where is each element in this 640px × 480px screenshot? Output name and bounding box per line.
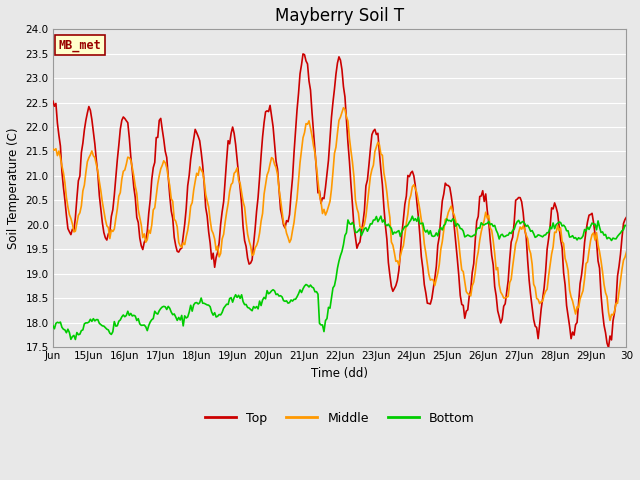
Bottom — [49, 323, 57, 328]
Bottom — [623, 223, 630, 229]
Text: MB_met: MB_met — [59, 39, 101, 52]
Bottom — [377, 213, 385, 219]
Middle — [460, 269, 467, 275]
Middle — [68, 221, 76, 227]
Middle — [545, 273, 552, 278]
Middle — [621, 254, 629, 260]
Bottom — [88, 319, 96, 324]
Top — [299, 51, 307, 57]
Middle — [49, 146, 57, 152]
Bottom — [461, 234, 468, 240]
Middle — [86, 152, 94, 158]
Title: Mayberry Soil T: Mayberry Soil T — [275, 7, 404, 25]
Line: Bottom: Bottom — [53, 216, 627, 339]
Top — [621, 216, 629, 222]
Legend: Top, Middle, Bottom: Top, Middle, Bottom — [200, 407, 479, 430]
Bottom — [547, 224, 554, 230]
Middle — [606, 317, 614, 323]
Top — [605, 345, 612, 350]
Bottom — [72, 336, 79, 342]
X-axis label: Time (dd): Time (dd) — [311, 367, 368, 380]
Top — [623, 214, 630, 220]
Top — [49, 98, 57, 104]
Top — [86, 108, 94, 113]
Bottom — [621, 222, 629, 228]
Top — [68, 227, 76, 232]
Top — [460, 302, 467, 308]
Bottom — [68, 334, 76, 339]
Top — [346, 158, 353, 164]
Middle — [623, 249, 630, 255]
Y-axis label: Soil Temperature (C): Soil Temperature (C) — [7, 127, 20, 249]
Line: Top: Top — [53, 54, 627, 348]
Middle — [340, 105, 348, 110]
Top — [545, 236, 552, 241]
Bottom — [346, 221, 353, 227]
Line: Middle: Middle — [53, 108, 627, 320]
Middle — [346, 135, 353, 141]
